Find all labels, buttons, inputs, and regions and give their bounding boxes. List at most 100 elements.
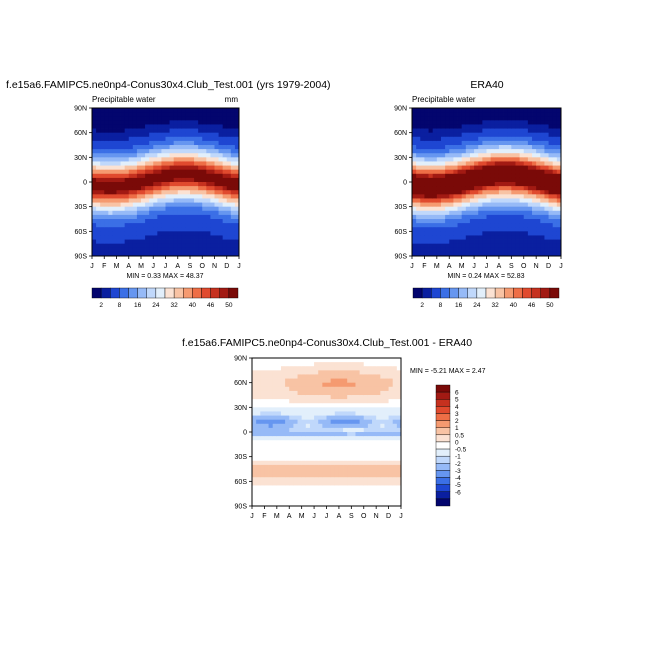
heatmap-cell [519, 219, 525, 224]
heatmap-cell [482, 108, 487, 113]
heatmap-cell [145, 194, 150, 199]
heatmap-cell [314, 403, 319, 408]
heatmap-cell [392, 415, 398, 421]
heatmap-cell [305, 419, 311, 425]
heatmap-cell [202, 112, 207, 117]
heatmap-cell [552, 186, 558, 191]
heatmap-cell [92, 235, 97, 240]
heatmap-cell [116, 231, 121, 236]
heatmap-cell [153, 120, 158, 125]
heatmap-cell [96, 210, 101, 216]
heatmap-cell [136, 145, 142, 150]
heatmap-cell [507, 239, 512, 245]
heatmap-cell [330, 436, 336, 441]
heatmap-cell [343, 366, 348, 371]
heatmap-cell [318, 382, 323, 388]
heatmap-cell [252, 485, 257, 490]
heatmap-cell [384, 403, 389, 408]
heatmap-cell [363, 469, 369, 474]
heatmap-cell [268, 374, 274, 379]
heatmap-cell [469, 120, 475, 125]
heatmap-cell [230, 157, 236, 162]
heatmap-cell [149, 108, 154, 113]
heatmap-cell [412, 120, 417, 125]
heatmap-cell [181, 219, 187, 224]
heatmap-cell [272, 469, 278, 474]
heatmap-cell [293, 448, 298, 453]
heatmap-cell [478, 214, 483, 220]
heatmap-cell [343, 460, 348, 466]
heatmap-cell [185, 128, 191, 134]
heatmap-cell [519, 202, 525, 208]
heatmap-cell [388, 436, 394, 441]
heatmap-cell [116, 169, 121, 175]
heatmap-cell [149, 145, 154, 150]
heatmap-cell [198, 153, 203, 158]
heatmap-cell [141, 194, 146, 199]
heatmap-cell [276, 440, 282, 445]
heatmap-cell [351, 448, 356, 453]
heatmap-cell [309, 444, 315, 449]
heatmap-cell [132, 182, 138, 187]
heatmap-cell [185, 165, 191, 171]
heatmap-cell [222, 128, 228, 134]
heatmap-cell [314, 493, 319, 499]
colorbar-swatch [522, 287, 532, 299]
heatmap-cell [276, 436, 282, 441]
colorbar-swatch [458, 287, 468, 299]
heatmap-cell [112, 173, 117, 179]
heatmap-cell [120, 186, 126, 191]
heatmap-cell [272, 358, 278, 363]
heatmap-cell [498, 124, 504, 129]
heatmap-cell [396, 448, 402, 453]
heatmap-cell [347, 485, 352, 490]
heatmap-cell [343, 489, 348, 495]
heatmap-cell [424, 173, 429, 179]
heatmap-cell [359, 382, 365, 388]
heatmap-cell [165, 210, 170, 216]
heatmap-cell [482, 173, 487, 179]
heatmap-cell [218, 136, 224, 142]
heatmap-cell [301, 382, 307, 388]
heatmap-cell [376, 501, 381, 507]
heatmap-cell [120, 214, 126, 220]
heatmap-cell [132, 206, 138, 212]
heatmap-cell [449, 223, 454, 228]
heatmap-cell [293, 452, 298, 458]
heatmap-cell [226, 149, 232, 154]
heatmap-cell [343, 411, 348, 416]
heatmap-cell [556, 235, 562, 240]
heatmap-cell [256, 436, 261, 441]
heatmap-cell [432, 182, 438, 187]
heatmap-cell [359, 473, 365, 478]
heatmap-cell [314, 415, 319, 421]
heatmap-cell [116, 120, 121, 125]
heatmap-cell [428, 161, 434, 166]
heatmap-cell [305, 469, 311, 474]
heatmap-cell [136, 251, 142, 257]
heatmap-cell [252, 395, 257, 400]
heatmap-cell [519, 157, 525, 162]
heatmap-cell [548, 247, 554, 253]
colorbar-label: 16 [455, 302, 463, 309]
heatmap-cell [285, 374, 290, 379]
heatmap-cell [428, 194, 434, 199]
heatmap-cell [222, 182, 228, 187]
heatmap-cell [445, 219, 450, 224]
heatmap-cell [440, 227, 446, 232]
heatmap-cell [359, 481, 365, 486]
heatmap-cell [252, 436, 257, 441]
heatmap-cell [367, 415, 373, 421]
heatmap-cell [120, 149, 126, 154]
heatmap-cell [478, 173, 483, 179]
heatmap-cell [92, 149, 97, 154]
heatmap-cell [457, 186, 463, 191]
heatmap-cell [461, 214, 467, 220]
heatmap-cell [322, 419, 327, 425]
heatmap-cell [190, 112, 195, 117]
heatmap-cell [432, 235, 438, 240]
heatmap-cell [486, 169, 492, 175]
heatmap-cell [210, 186, 215, 191]
heatmap-cell [161, 177, 166, 183]
heatmap-cell [412, 214, 417, 220]
